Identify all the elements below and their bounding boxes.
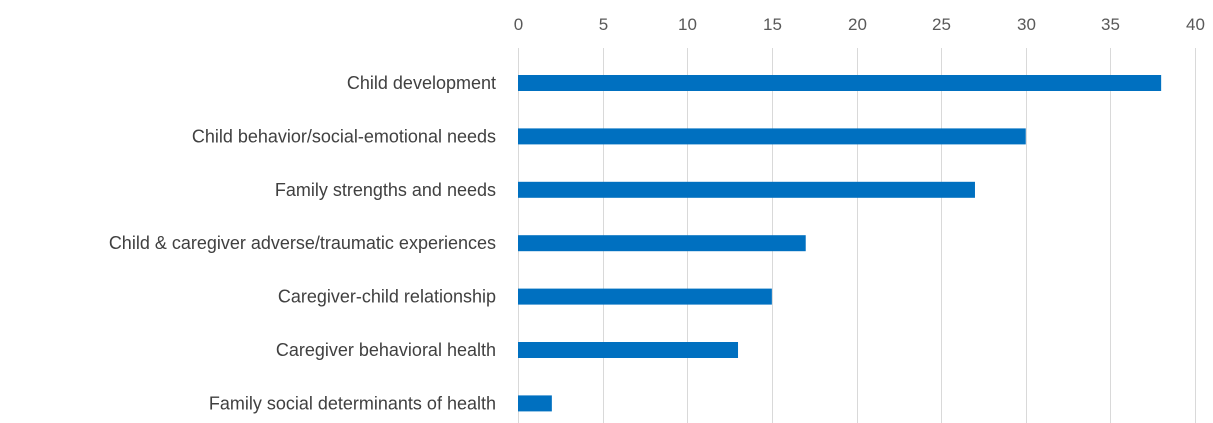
x-tick-label-35: 35 <box>1101 15 1120 34</box>
bar-6 <box>518 342 739 358</box>
x-axis-tick-labels: 0 5 10 15 20 25 30 35 40 <box>514 15 1205 34</box>
category-label-2: Child behavior/social-emotional needs <box>192 126 496 146</box>
bar-5 <box>518 288 772 305</box>
bar-2 <box>518 128 1026 145</box>
x-tick-label-20: 20 <box>848 15 867 34</box>
x-tick-label-15: 15 <box>763 15 782 34</box>
bar-3 <box>518 181 975 198</box>
category-label-4: Child & caregiver adverse/traumatic expe… <box>109 233 496 253</box>
category-label-5: Caregiver-child relationship <box>278 287 496 307</box>
category-labels: Child development Child behavior/social-e… <box>109 73 496 413</box>
x-tick-label-5: 5 <box>599 15 608 34</box>
category-label-7: Family social determinants of health <box>209 393 496 413</box>
bar-7 <box>518 395 552 412</box>
x-tick-label-30: 30 <box>1017 15 1036 34</box>
bar-4 <box>518 235 806 252</box>
bars <box>518 75 1162 412</box>
gridlines <box>518 48 1196 423</box>
x-tick-label-40: 40 <box>1186 15 1205 34</box>
bar-1 <box>518 75 1162 91</box>
x-tick-label-25: 25 <box>932 15 951 34</box>
x-tick-label-0: 0 <box>514 15 523 34</box>
category-label-6: Caregiver behavioral health <box>276 340 496 360</box>
category-label-1: Child development <box>347 73 496 93</box>
category-label-3: Family strengths and needs <box>275 180 496 200</box>
x-tick-label-10: 10 <box>678 15 697 34</box>
